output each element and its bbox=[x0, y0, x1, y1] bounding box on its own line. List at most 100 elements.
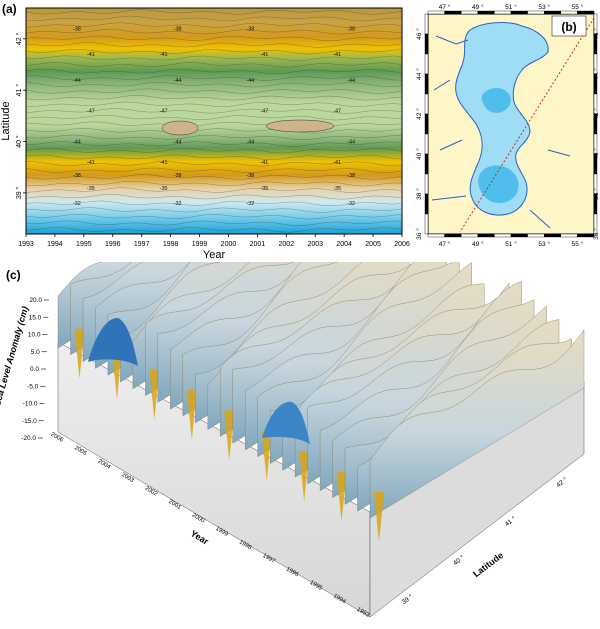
map-border-segment bbox=[577, 10, 595, 15]
z-tick-label: 5.0 bbox=[31, 349, 40, 356]
contour-line bbox=[25, 180, 403, 187]
y-tick-label: 39 ° bbox=[15, 186, 23, 199]
contour-line bbox=[25, 15, 403, 22]
x-tick-label: 1996 bbox=[105, 241, 121, 248]
map-border-segment bbox=[577, 233, 595, 238]
lon-tick-label: 53 ° bbox=[538, 240, 550, 248]
contour-line bbox=[25, 141, 403, 147]
map-border-segment bbox=[424, 173, 429, 195]
map-border-segment bbox=[543, 233, 561, 238]
contour-line bbox=[25, 227, 403, 233]
panel-b-label-box bbox=[551, 15, 587, 37]
z-tick-label: -5.0 bbox=[27, 383, 39, 390]
contour-value-label: -38 bbox=[73, 173, 81, 179]
lon-tick-label: 51 ° bbox=[505, 3, 517, 11]
contour-line bbox=[25, 49, 403, 55]
contour-line bbox=[25, 29, 403, 35]
z-tick-label: -10.0 bbox=[23, 401, 38, 408]
blue-peak bbox=[88, 317, 138, 366]
contour-value-label: -38 bbox=[174, 27, 182, 33]
surface-trough bbox=[111, 349, 122, 400]
contour-value-label: -41 bbox=[260, 52, 268, 58]
lon-tick-label: 53 ° bbox=[538, 3, 550, 11]
contour-value-label: -44 bbox=[347, 140, 355, 146]
contour-line bbox=[25, 35, 403, 42]
contour-value-label: -41 bbox=[160, 52, 168, 58]
x-tick-label: 2003 bbox=[307, 241, 323, 248]
lon-tick-label: 55 ° bbox=[572, 240, 584, 248]
contour-value-label: -32 bbox=[246, 201, 254, 207]
x-tick-label: 2000 bbox=[221, 241, 237, 248]
contour-value-label: -41 bbox=[87, 52, 95, 58]
contour-value-label: -44 bbox=[246, 78, 254, 84]
map-border-segment bbox=[427, 233, 445, 238]
contour-line bbox=[25, 95, 403, 101]
contour-line bbox=[25, 207, 403, 213]
map-border-segment bbox=[427, 10, 445, 15]
lat-tick-label: 38 ° bbox=[415, 188, 423, 200]
contour-value-label: -41 bbox=[333, 160, 341, 166]
surface-ridge bbox=[369, 329, 585, 519]
map-border-segment bbox=[424, 93, 429, 115]
contour-value-label: -35 bbox=[333, 186, 341, 192]
contour-island bbox=[265, 119, 335, 133]
z-tick-label: 15.0 bbox=[29, 314, 42, 321]
contour-value-label: -44 bbox=[174, 140, 182, 146]
lon-tick-label: 47 ° bbox=[439, 240, 451, 248]
surface-trough bbox=[149, 369, 160, 420]
y-tick-label: 42 ° bbox=[15, 32, 23, 45]
river bbox=[431, 35, 571, 229]
x-tick-label: 2002 bbox=[279, 241, 295, 248]
z-tick-label: 10.0 bbox=[28, 332, 41, 339]
map-border-segment bbox=[543, 10, 561, 15]
map-border-segment bbox=[424, 153, 429, 175]
contour-value-label: -44 bbox=[73, 78, 81, 84]
blue-peak bbox=[262, 401, 310, 444]
contour-line bbox=[25, 220, 403, 226]
z-tick-label: -15.0 bbox=[22, 418, 37, 425]
panel-b: (b) 47 ° 49 ° 51 ° 53 ° 55 ° 47 ° 49 ° 51 ° 53 … bbox=[410, 0, 600, 262]
lat-tick-label: 44 ° bbox=[592, 68, 600, 80]
map-border-segment bbox=[593, 213, 598, 235]
contour-line bbox=[25, 161, 403, 167]
contour-value-label: -38 bbox=[73, 27, 81, 33]
map-border-segment bbox=[424, 13, 429, 35]
contour-line bbox=[25, 200, 403, 207]
x-tick-label: 1998 bbox=[163, 241, 179, 248]
lat-tick-label: 46 ° bbox=[592, 28, 600, 40]
map-border-segment bbox=[494, 10, 512, 15]
y-tick-label: 41 ° bbox=[15, 84, 23, 97]
x-tick-label: 1995 bbox=[76, 241, 92, 248]
z-tick-label: 0.0 bbox=[30, 366, 39, 373]
lat-tick-label: 42 ° bbox=[555, 475, 569, 489]
surface-trough bbox=[336, 471, 347, 522]
contour-line bbox=[25, 62, 403, 68]
map-border-segment bbox=[477, 10, 495, 15]
contour-value-label: -35 bbox=[260, 186, 268, 192]
contour-line bbox=[25, 134, 403, 140]
x-tick-label: 2001 bbox=[250, 241, 266, 248]
surface-chart: 20.015.010.05.00.0-5.0-10.0-15.0-20.0 20… bbox=[0, 262, 585, 619]
x-tick-label: 2006 bbox=[394, 241, 410, 248]
x-tick-label: 1993 bbox=[18, 241, 34, 248]
map-border-segment bbox=[461, 233, 479, 238]
map-border-segment bbox=[510, 233, 528, 238]
contour-value-label: -44 bbox=[174, 78, 182, 84]
contour-line bbox=[25, 55, 403, 61]
z-tick-label: 20.0 bbox=[29, 297, 42, 304]
lat-axis-title: Latitude bbox=[471, 550, 505, 579]
year-axis-title: Year bbox=[189, 528, 211, 547]
contour-line bbox=[25, 42, 403, 48]
contour-line bbox=[25, 108, 403, 114]
surface-trough bbox=[261, 430, 272, 481]
contour-line bbox=[25, 174, 403, 180]
contour-line bbox=[25, 75, 403, 81]
map-border-segment bbox=[444, 233, 462, 238]
map-border-segment bbox=[424, 53, 429, 75]
surface-trough bbox=[224, 410, 235, 461]
contour-line bbox=[25, 9, 403, 15]
map-border-segment bbox=[560, 233, 578, 238]
panel-c-label: (c) bbox=[6, 268, 21, 282]
map-border-segment bbox=[560, 10, 578, 15]
lat-tick-label: 46 ° bbox=[415, 28, 423, 40]
